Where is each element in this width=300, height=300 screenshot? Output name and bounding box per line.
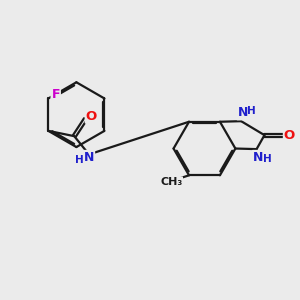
Text: O: O (284, 129, 295, 142)
Text: H: H (75, 155, 84, 165)
Text: N: N (84, 151, 94, 164)
Text: CH₃: CH₃ (160, 177, 182, 187)
Text: H: H (262, 154, 271, 164)
Text: N: N (237, 106, 248, 119)
Text: O: O (86, 110, 97, 123)
Text: F: F (52, 88, 60, 100)
Text: H: H (247, 106, 256, 116)
Text: N: N (253, 151, 263, 164)
